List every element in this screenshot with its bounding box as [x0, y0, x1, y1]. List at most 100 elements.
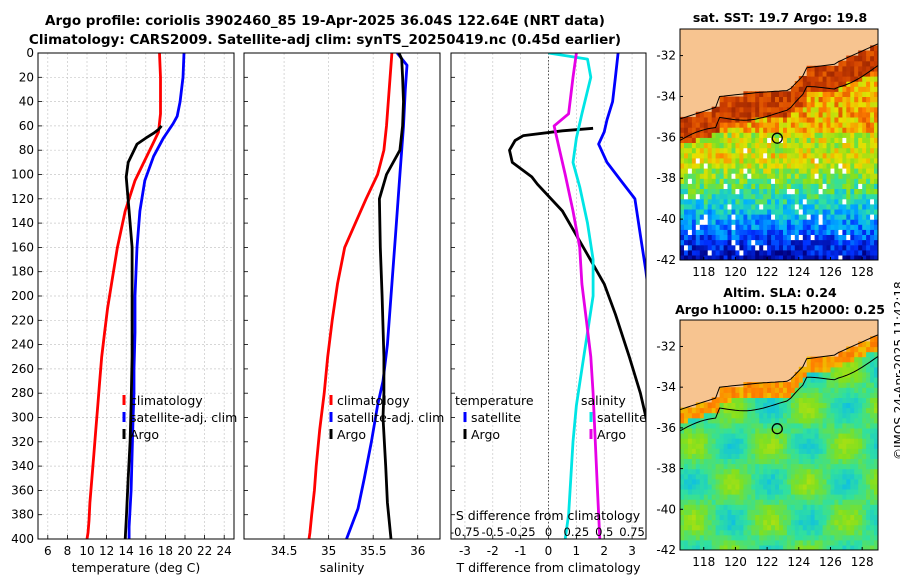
sla_map-cell	[727, 494, 733, 500]
sla_map-cell	[834, 392, 839, 398]
sla_map-cell	[775, 453, 780, 459]
sla_map-cell	[759, 448, 764, 454]
sst_map-cell	[779, 157, 784, 164]
sla_map-cell	[874, 422, 878, 429]
sla_map-cell	[834, 458, 839, 465]
sst_map-cell	[870, 208, 875, 215]
sla_map-cell	[854, 488, 859, 495]
sla_map-cell	[751, 382, 756, 388]
sst_map-cell	[699, 183, 705, 189]
sla_map-cell	[703, 499, 709, 505]
sla_map-cell	[783, 397, 788, 403]
sla_map-cell	[711, 438, 717, 444]
sst_map-cell	[870, 142, 875, 149]
sst_map-cell	[783, 198, 788, 205]
sst_map-cell	[842, 137, 847, 143]
sla_map-cell	[858, 438, 863, 444]
sst_map-cell	[806, 229, 812, 235]
sst_map-cell	[866, 91, 871, 97]
sst_map-cell	[786, 122, 792, 128]
sla_map-cell	[771, 433, 776, 439]
sla_map-cell	[818, 473, 824, 480]
sst_map-cell	[806, 203, 812, 210]
sst_map-cell	[834, 234, 839, 241]
sla_map-cell	[767, 529, 772, 536]
sst_map-cell	[783, 239, 788, 246]
sst_map-cell	[715, 208, 721, 215]
sla_map-cell	[854, 519, 859, 526]
sst_map-cell	[751, 234, 756, 241]
sla_map-cell	[874, 346, 878, 353]
sst_map-cell	[810, 198, 816, 205]
sla_map-cell	[846, 361, 851, 368]
sla_map-cell	[767, 402, 772, 409]
sla_map-cell	[771, 458, 776, 465]
sst_map-cell	[687, 244, 693, 251]
sst_map-cell	[858, 219, 863, 225]
sst_map-cell	[790, 91, 796, 97]
sst_map-cell	[735, 162, 740, 169]
sla_map-cell	[822, 539, 828, 546]
sla_map-cell	[850, 458, 855, 465]
sst_map-cell	[826, 122, 832, 128]
sla_map-cell	[687, 412, 693, 419]
sst_map-cell	[834, 183, 839, 189]
sst_map-cell	[794, 254, 800, 260]
sst_map-cell	[822, 91, 828, 97]
sst_map-cell	[743, 147, 748, 154]
sst_map-cell	[802, 249, 808, 256]
sla_map-cell	[810, 392, 816, 398]
sla_map-cell	[842, 539, 847, 546]
sla_map-cell	[779, 504, 784, 510]
sla_map-cell	[731, 397, 737, 403]
sst_map-cell	[854, 142, 859, 149]
sst_map-cell	[727, 162, 733, 169]
sst_map-cell	[862, 152, 867, 159]
sla_map-cell	[747, 483, 752, 490]
sla_map-cell	[874, 478, 878, 485]
sla_map-cell	[858, 504, 863, 510]
sst_map-cell	[775, 249, 780, 256]
sst_map-cell	[751, 239, 756, 246]
sla_map-cell	[719, 397, 725, 403]
sla_map-cell	[854, 544, 859, 550]
sla_map-cell	[794, 417, 800, 424]
sla_map-cell	[755, 443, 760, 449]
sst_map-cell	[822, 96, 828, 103]
sla_map-cell	[802, 468, 808, 475]
sst_map-cell	[691, 234, 697, 241]
sst_map-cell	[834, 101, 839, 108]
sla_map-cell	[874, 468, 878, 475]
sla_map-cell	[850, 539, 855, 546]
sst_map-cell	[691, 244, 697, 251]
sst_map-cell	[842, 116, 847, 123]
sla_map-cell	[684, 504, 689, 510]
sst_map-cell	[755, 203, 760, 210]
sst_map-cell	[739, 157, 744, 164]
sla_map-cell	[838, 356, 843, 363]
sla_map-cell	[850, 366, 855, 373]
sst_map-cell	[798, 193, 804, 200]
sst_map-cell	[723, 193, 729, 200]
sst_map-cell	[842, 86, 847, 92]
sst_map-cell	[723, 224, 729, 230]
sst_map-cell	[866, 65, 871, 72]
sla_map-cell	[822, 427, 828, 434]
sla_map-cell	[743, 473, 748, 480]
sst_map-cell	[775, 219, 780, 225]
sla_map-cell	[723, 427, 729, 434]
sla_map-cell	[739, 534, 744, 541]
temp-x-tick-label: 14	[119, 544, 134, 558]
sla_map-cell	[850, 473, 855, 480]
sla_map-cell	[779, 494, 784, 500]
sst_map-cell	[680, 127, 685, 133]
sla_map-cell	[806, 361, 812, 368]
sla_map-cell	[684, 453, 689, 459]
sla_map-cell	[866, 463, 871, 470]
sst_map-cell	[826, 106, 832, 113]
sst_map-cell	[786, 214, 792, 220]
sla_map-cell	[874, 539, 878, 546]
sst_map-cell	[680, 188, 685, 195]
sst_map-cell	[739, 183, 744, 189]
sla_map-cell	[842, 519, 847, 526]
